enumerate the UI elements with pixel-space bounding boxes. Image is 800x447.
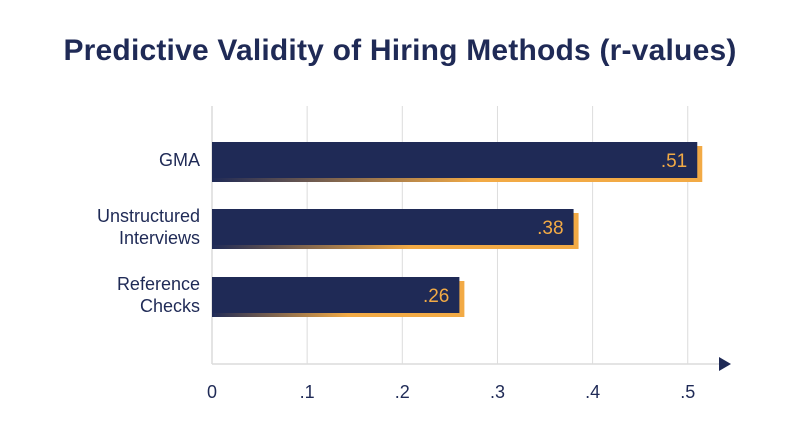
category-label: Reference Checks [117, 274, 200, 316]
bar [212, 209, 574, 245]
category-label: GMA [159, 150, 200, 170]
x-tick-label: .5 [680, 382, 695, 402]
bar-shadow [212, 313, 349, 317]
x-tick-label: .2 [395, 382, 410, 402]
bar [212, 142, 698, 178]
data-label: .51 [661, 151, 687, 172]
bar-shadow [212, 178, 479, 182]
category-label: Unstructured Interviews [97, 206, 200, 248]
bar [212, 277, 460, 313]
data-label: .38 [537, 218, 563, 239]
chart-title: Predictive Validity of Hiring Methods (r… [63, 34, 737, 67]
x-tick-label: .1 [300, 382, 315, 402]
x-tick-label: .3 [490, 382, 505, 402]
x-tick-label: .4 [585, 382, 600, 402]
x-tick-label: 0 [207, 382, 217, 402]
data-label: .26 [423, 286, 449, 307]
x-axis-arrow-icon [719, 357, 731, 371]
bar-shadow [212, 245, 411, 249]
